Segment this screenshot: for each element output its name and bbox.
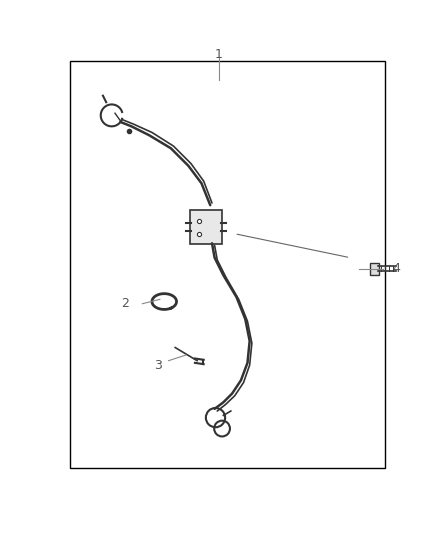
FancyBboxPatch shape xyxy=(190,210,222,245)
FancyBboxPatch shape xyxy=(370,263,379,275)
Text: 1: 1 xyxy=(215,47,223,61)
Text: 3: 3 xyxy=(154,359,162,372)
Bar xyxy=(70,61,385,468)
Text: 2: 2 xyxy=(121,297,129,310)
Text: 4: 4 xyxy=(392,262,400,275)
